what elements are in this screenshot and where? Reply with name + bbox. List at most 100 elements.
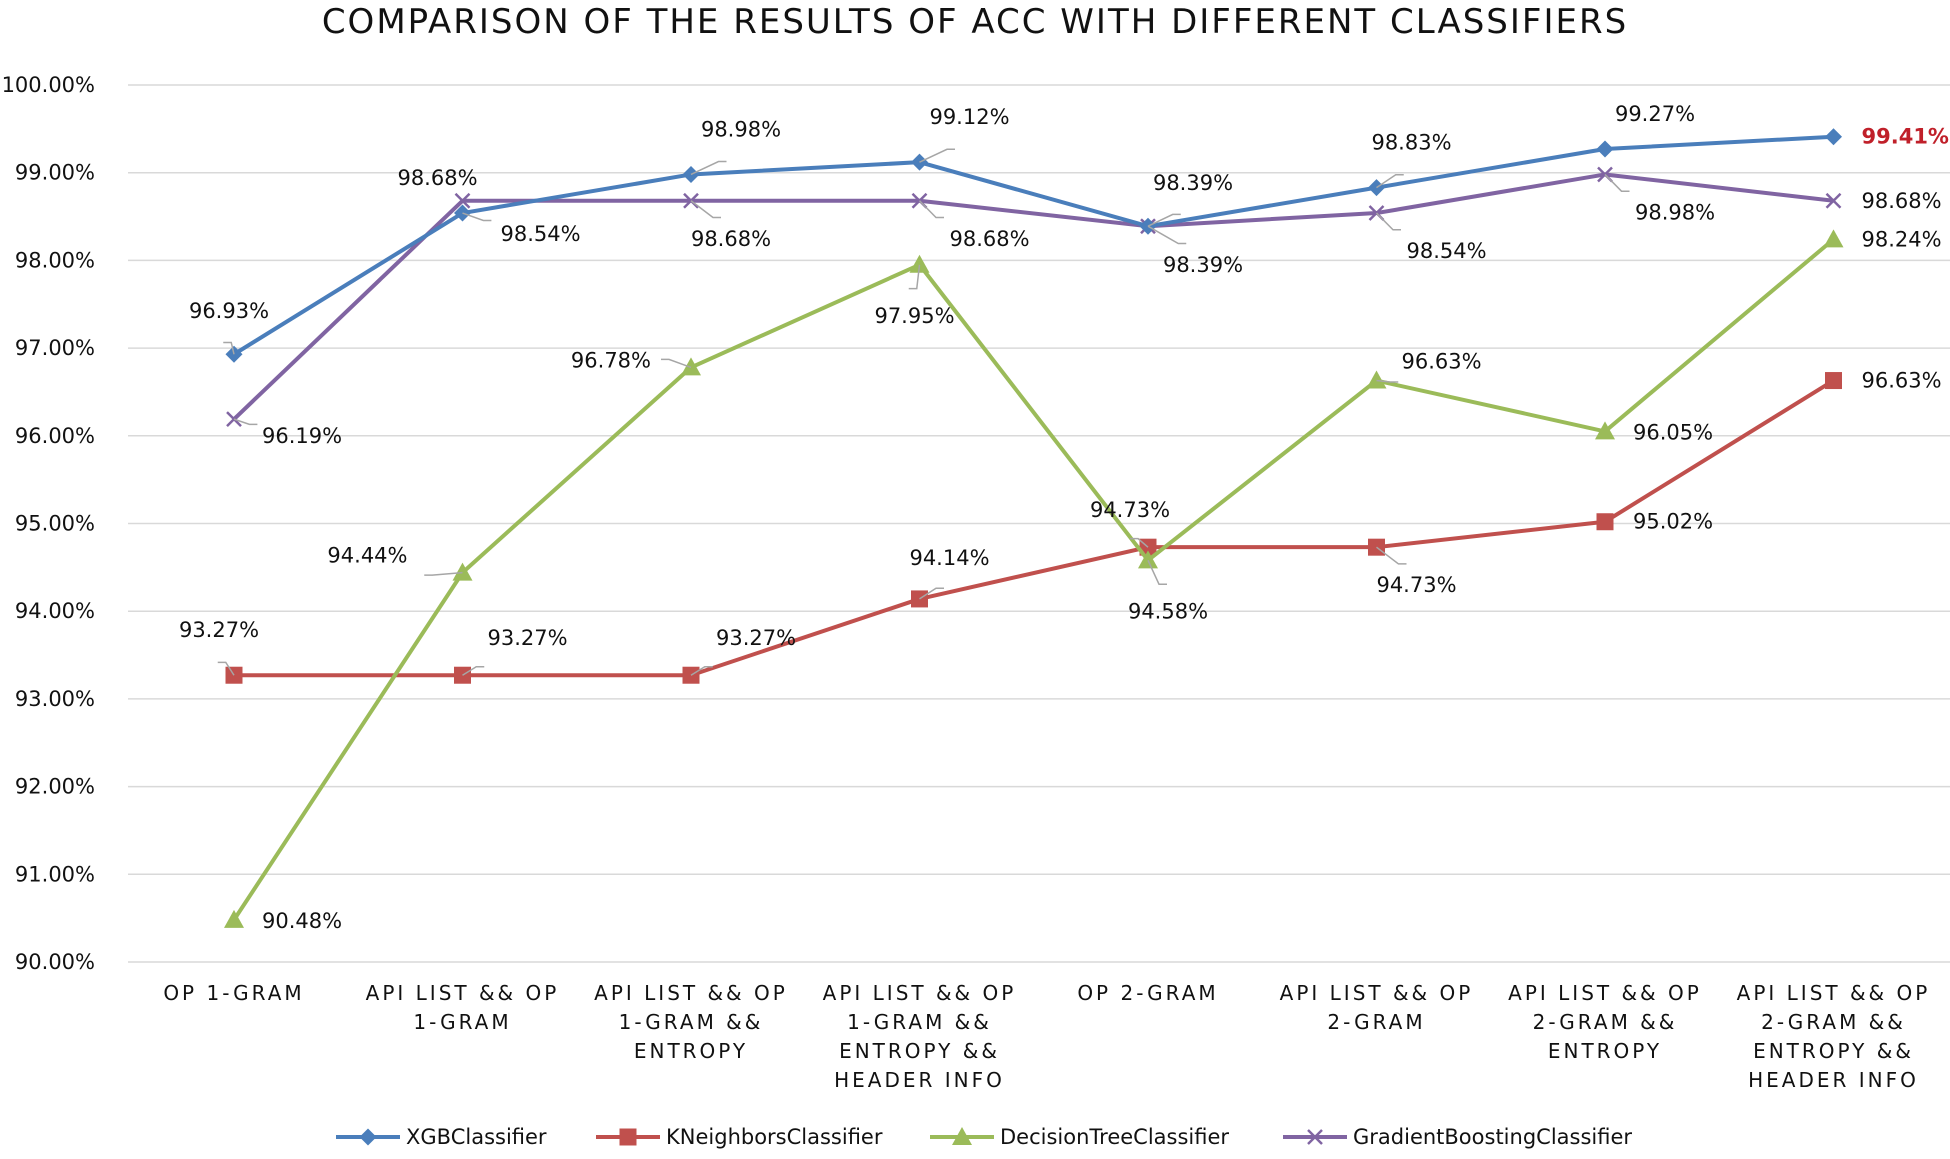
data-label: 98.83% xyxy=(1371,131,1451,155)
x-tick-label: API LIST && OP 1-GRAM && ENTROPY xyxy=(594,981,788,1063)
data-point xyxy=(681,357,701,376)
data-point xyxy=(1596,140,1614,158)
label-leader-line xyxy=(919,148,955,163)
x-tick-label: API LIST && OP 2-GRAM xyxy=(1280,981,1474,1034)
series-GradientBoostingClassifier xyxy=(226,166,1842,428)
data-label: 98.54% xyxy=(1407,239,1487,263)
data-label: 94.58% xyxy=(1128,599,1208,623)
data-label: 98.68% xyxy=(950,227,1030,251)
data-point xyxy=(1596,513,1614,531)
data-label: 99.41% xyxy=(1862,125,1949,149)
y-tick-label: 92.00% xyxy=(15,775,95,799)
series-line xyxy=(232,134,1834,356)
y-tick-label: 91.00% xyxy=(15,862,95,886)
label-leader-line xyxy=(462,212,492,222)
legend-marker xyxy=(952,1127,972,1145)
series-layer xyxy=(224,128,1844,928)
label-leader-line xyxy=(661,358,692,369)
x-axis-ticks: OP 1-GRAM API LIST && OP 1-GRAM API LIST &&… xyxy=(163,981,1931,1092)
label-leader-line xyxy=(908,264,921,290)
label-leader-line xyxy=(690,160,727,176)
data-point xyxy=(909,254,930,273)
series-line xyxy=(234,378,1835,678)
data-label: 94.14% xyxy=(909,546,989,570)
y-axis-ticks: 90.00% 91.00% 92.00% 93.00% 94.00% 95.00% 96.0… xyxy=(2,73,95,974)
legend-item-KNeighborsClassifier: KNeighborsClassifier xyxy=(596,1125,883,1149)
legend-item-GradientBoostingClassifier: GradientBoostingClassifier xyxy=(1283,1125,1632,1149)
y-tick-label: 97.00% xyxy=(15,336,95,360)
data-label: 96.05% xyxy=(1633,420,1713,444)
legend-label: DecisionTreeClassifier xyxy=(1000,1125,1229,1149)
data-label: 97.95% xyxy=(874,304,954,328)
data-point xyxy=(1825,192,1842,209)
data-label: 94.73% xyxy=(1090,498,1170,522)
series-line xyxy=(232,237,1835,922)
label-leader-line xyxy=(690,665,713,676)
data-label: 93.27% xyxy=(179,618,259,642)
x-tick-label: OP 1-GRAM xyxy=(163,981,304,1005)
legend-label: KNeighborsClassifier xyxy=(666,1125,883,1149)
data-point xyxy=(1823,229,1844,248)
data-label: 99.27% xyxy=(1615,102,1695,126)
series-line xyxy=(232,172,1834,421)
label-leader-line xyxy=(217,661,235,676)
legend-item-DecisionTreeClassifier: DecisionTreeClassifier xyxy=(930,1125,1229,1149)
x-tick-label: API LIST && OP 2-GRAM && ENTROPY && HEADER … xyxy=(1737,981,1931,1092)
label-leader-line xyxy=(1604,173,1630,192)
data-point xyxy=(1825,128,1842,146)
data-label: 98.39% xyxy=(1153,171,1233,195)
chart-title: COMPARISON OF THE RESULTS OF ACC WITH DI… xyxy=(322,2,1628,42)
label-leader-line xyxy=(1376,173,1404,189)
data-label: 96.63% xyxy=(1862,369,1942,393)
data-label: 95.02% xyxy=(1633,510,1713,534)
data-label: 94.44% xyxy=(327,544,407,568)
y-tick-label: 90.00% xyxy=(15,950,95,974)
label-leader-line xyxy=(233,418,258,426)
legend-marker xyxy=(619,1128,637,1146)
data-point xyxy=(452,562,473,581)
data-label: 98.98% xyxy=(1635,200,1715,224)
label-leader-line xyxy=(1147,213,1181,227)
data-label: 96.19% xyxy=(262,424,342,448)
y-tick-label: 98.00% xyxy=(15,248,95,272)
data-label: 98.54% xyxy=(501,222,581,246)
label-leader-line xyxy=(919,587,944,600)
data-labels: 96.93% 98.54% 98.98% 99.12% 98.39% 98.83% 99.2… xyxy=(179,102,1949,933)
data-point xyxy=(1825,372,1842,390)
data-label: 93.27% xyxy=(716,626,796,650)
data-label: 94.73% xyxy=(1376,573,1456,597)
label-leader-line xyxy=(424,571,463,576)
label-leader-line xyxy=(1376,379,1399,383)
x-tick-label: OP 2-GRAM xyxy=(1077,981,1218,1005)
data-label: 96.78% xyxy=(571,348,651,372)
series-XGBClassifier xyxy=(225,128,1842,363)
label-leader-line xyxy=(1376,546,1407,565)
label-leader-line xyxy=(1147,560,1167,585)
y-tick-label: 94.00% xyxy=(15,599,95,623)
label-leader-line xyxy=(1147,225,1187,245)
label-leader-line xyxy=(223,341,235,355)
series-DecisionTreeClassifier xyxy=(224,229,1844,928)
x-tick-label: API LIST && OP 1-GRAM xyxy=(366,981,560,1034)
y-tick-label: 93.00% xyxy=(15,687,95,711)
legend: XGBClassifier KNeighborsClassifier Decisio… xyxy=(336,1125,1632,1149)
legend-marker xyxy=(359,1128,377,1146)
legend-item-XGBClassifier: XGBClassifier xyxy=(336,1125,547,1149)
label-leader-line xyxy=(1130,537,1149,548)
legend-label: XGBClassifier xyxy=(406,1125,547,1149)
data-point xyxy=(1366,370,1387,389)
data-point xyxy=(454,192,471,209)
series-KNeighborsClassifier xyxy=(225,372,1842,684)
data-label: 93.27% xyxy=(488,626,568,650)
data-label: 96.63% xyxy=(1402,350,1482,374)
data-label: 99.12% xyxy=(929,105,1009,129)
x-tick-label: API LIST && OP 2-GRAM && ENTROPY xyxy=(1508,981,1702,1063)
y-tick-label: 96.00% xyxy=(15,424,95,448)
data-point xyxy=(1138,550,1158,569)
data-label: 98.68% xyxy=(397,166,477,190)
data-point xyxy=(224,909,244,928)
data-point xyxy=(683,192,699,209)
data-label: 90.48% xyxy=(262,909,342,933)
y-tick-label: 100.00% xyxy=(2,73,95,97)
